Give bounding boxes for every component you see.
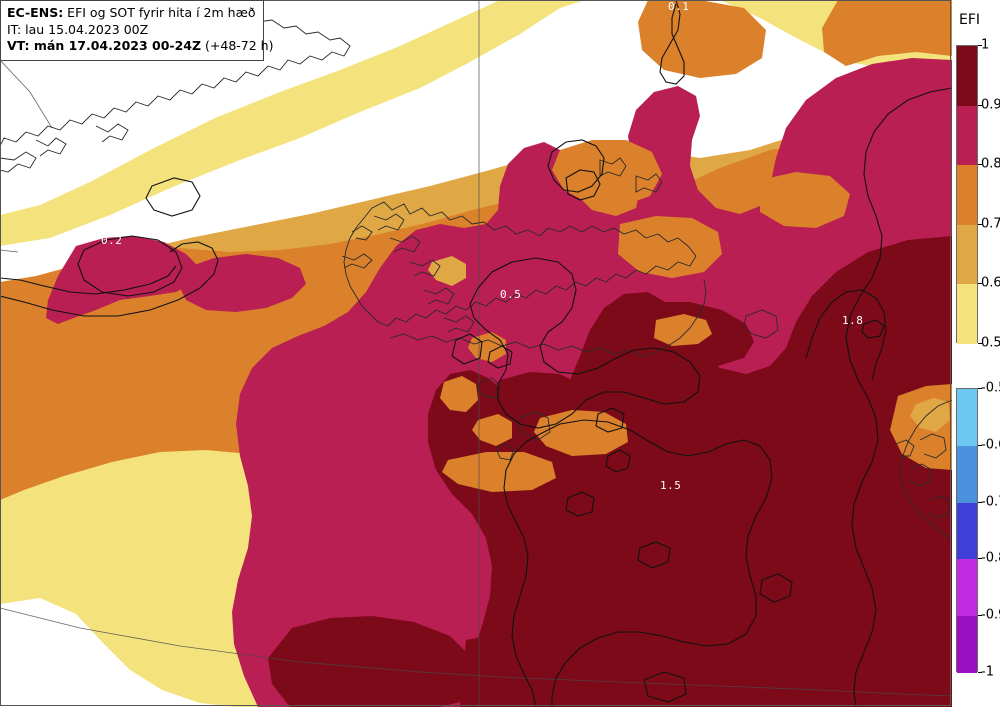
sot-loop-g (451, 333, 483, 365)
sot-loop-north (547, 139, 605, 193)
efi-sot-map[interactable] (0, 0, 952, 707)
colorbar-segment (957, 445, 977, 503)
colorbar-tick-label: -0.5 (981, 380, 1000, 396)
colorbar-tick-mark (978, 672, 982, 673)
sot-loop-d (759, 573, 793, 603)
sot-loop-north-2 (565, 169, 601, 201)
colorbar-tick-label: -0.6 (981, 437, 1000, 453)
sot-loop-c (637, 541, 671, 569)
colorbar-tick-mark (978, 104, 982, 106)
colorbar-tick-label: -1 (981, 664, 994, 680)
header-line-validtime: VT: mán 17.04.2023 00-24Z (+48-72 h) (7, 38, 273, 55)
colorbar-segment (957, 105, 977, 166)
colorbar-tick-mark (978, 164, 982, 166)
efi-band-0.9-1.0 (268, 236, 952, 707)
sot-contour-0.2 (77, 235, 183, 297)
colorbar-segment (957, 224, 977, 285)
colorbar-segment (957, 502, 977, 560)
sot-loop-a (605, 449, 631, 473)
contour-label-0.2: 0.2 (101, 234, 123, 247)
colorbar-negative[interactable] (956, 388, 978, 673)
sot-contour-east (845, 87, 952, 707)
header-line-product: EC-ENS: EFI og SOT fyrir hita í 2m hæð (7, 5, 256, 22)
colorbar-segment (957, 46, 977, 106)
colorbar-tick-mark (978, 558, 982, 560)
header-line-inittime: IT: lau 15.04.2023 00Z (7, 21, 149, 37)
contour-label-0.1: 0.1 (668, 0, 690, 13)
sot-contour-0.1 (659, 0, 685, 85)
graticule-nw (0, 59, 53, 129)
parallel-south (0, 607, 952, 697)
colorbar-tick-label: 0.9 (981, 97, 1000, 113)
colorbar-segment (957, 284, 977, 344)
contour-label-1.8: 1.8 (842, 314, 864, 327)
colorbar-segment (957, 165, 977, 225)
sot-loop-f (487, 345, 513, 369)
colorbar-tick-mark (978, 223, 982, 225)
colorbar-tick-label: 0.8 (981, 156, 1000, 172)
colorbar-tick-mark (978, 501, 982, 503)
legend-panel: EFI 1 0.9 0.8 0.7 0.6 0.5 -0.5 -0.6 -0.7 -0.8 -0.… (952, 0, 1000, 707)
sot-contour-0.5 (469, 257, 701, 429)
sot-contour-1.5-west (503, 433, 541, 707)
contour-label-1.5: 1.5 (660, 479, 682, 492)
colorbar-segment (957, 559, 977, 617)
colorbar-tick-label: 0.5 (981, 335, 1000, 351)
colorbar-segment (957, 389, 977, 446)
sot-loop-e (595, 407, 625, 433)
sot-contour-0-west (0, 265, 177, 295)
sot-loop-h (643, 671, 687, 703)
colorbar-tick-label: 0.6 (981, 275, 1000, 291)
colorbar-tick-mark (978, 388, 982, 389)
product-code: EC-ENS: (7, 5, 64, 20)
map-panel[interactable]: 0.1 0.2 0.5 1.5 1.8 (0, 0, 952, 707)
sot-contours (0, 0, 952, 707)
sot-contour-0.2-outer (0, 241, 219, 317)
colorbar-tick-mark (978, 283, 982, 285)
sot-1.8-tick (861, 319, 885, 339)
sot-contour-1.8 (805, 289, 887, 381)
colorbar-tick-label: 0.7 (981, 216, 1000, 232)
colorbar-tick-label: -0.9 (981, 607, 1000, 623)
colorbar-tick-label: -0.8 (981, 550, 1000, 566)
legend-title: EFI (959, 12, 981, 28)
sot-contour-1.5 (539, 419, 773, 707)
colorbar-tick-label: 1 (981, 37, 990, 53)
lead-time: (+48-72 h) (201, 38, 274, 53)
colorbar-tick-mark (978, 615, 982, 617)
colorbar-tick-mark (978, 343, 982, 344)
map-header-box: EC-ENS: EFI og SOT fyrir hita í 2m hæð I… (0, 0, 273, 61)
product-description: EFI og SOT fyrir hita í 2m hæð (63, 5, 256, 20)
contour-label-0.5: 0.5 (500, 288, 522, 301)
graticule (0, 0, 952, 707)
colorbar-tick-label: -0.7 (981, 494, 1000, 510)
sot-small-loop-nw (145, 177, 201, 217)
valid-time: VT: mán 17.04.2023 00-24Z (7, 38, 202, 53)
efi-small-patches (428, 256, 712, 492)
colorbar-segment (957, 616, 977, 673)
colorbar-tick-mark (978, 444, 982, 446)
coastlines (0, 0, 952, 541)
sot-loop-b (565, 491, 595, 517)
colorbar-positive[interactable] (956, 45, 978, 344)
colorbar-tick-mark (978, 45, 982, 46)
